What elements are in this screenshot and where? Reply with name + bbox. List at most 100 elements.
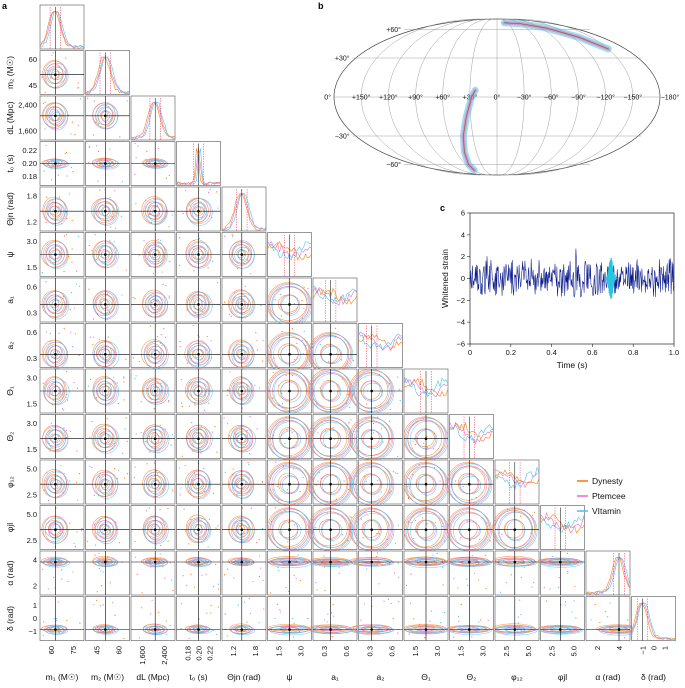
- contour: [191, 429, 208, 450]
- scatter-point: [426, 435, 428, 438]
- scatter-point: [97, 495, 100, 497]
- scatter-point: [153, 408, 155, 410]
- scatter-point: [327, 613, 329, 615]
- contour: [321, 560, 343, 565]
- scatter-point: [180, 628, 182, 630]
- scatter-point: [58, 631, 60, 634]
- truth-point: [153, 353, 157, 356]
- contour: [322, 474, 342, 496]
- scatter-point: [223, 235, 226, 237]
- scatter-point: [120, 215, 122, 217]
- truth-point: [240, 482, 244, 486]
- corner-cell: [130, 232, 176, 277]
- corner-cell: [130, 368, 176, 414]
- contour: [190, 520, 209, 541]
- y-axis-label: φ₁₂: [5, 476, 15, 488]
- scatter-point: [397, 455, 399, 458]
- scatter-point: [135, 375, 137, 377]
- scatter-point: [347, 540, 349, 542]
- scatter-point: [233, 577, 235, 579]
- scatter-point: [132, 296, 134, 298]
- scatter-point: [160, 544, 162, 547]
- scatter-point: [123, 637, 125, 640]
- corner-cell: [85, 50, 130, 95]
- contour: [42, 102, 67, 128]
- scatter-point: [324, 566, 326, 568]
- contour: [46, 344, 63, 363]
- scatter-point: [323, 555, 325, 557]
- y-tick-label: 1.5: [27, 263, 37, 272]
- scatter-point: [376, 552, 378, 554]
- contour: [269, 557, 313, 568]
- scatter-point: [292, 468, 295, 470]
- scatter-point: [373, 510, 375, 512]
- scatter-point: [258, 622, 260, 624]
- scatter-point: [160, 239, 162, 241]
- scatter-point: [108, 529, 110, 531]
- truth-point: [104, 209, 107, 213]
- scatter-point: [165, 633, 167, 635]
- legend-label: Ptemcee: [592, 491, 626, 501]
- scatter-point: [125, 417, 127, 419]
- scatter-point: [413, 538, 415, 540]
- contour: [190, 295, 210, 316]
- legend-label: Dynesty: [592, 476, 623, 486]
- contour: [235, 626, 251, 635]
- scatter-point: [341, 466, 344, 468]
- scatter-point: [153, 450, 155, 452]
- scatter-point: [71, 219, 73, 221]
- corner-cell: [403, 596, 449, 641]
- contour: [232, 520, 250, 538]
- scatter-point: [93, 523, 96, 525]
- scatter-point: [372, 419, 374, 421]
- scatter-point: [338, 572, 340, 574]
- contour: [47, 345, 66, 365]
- scatter-point: [206, 335, 208, 338]
- scatter-point: [122, 452, 124, 455]
- corner-cell: [85, 277, 130, 323]
- scatter-point: [78, 473, 81, 475]
- histogram-line: [85, 56, 130, 95]
- x-axis-label: ψ: [286, 672, 292, 682]
- scatter-point: [467, 584, 469, 586]
- truth-point: [153, 209, 157, 213]
- scatter-point: [200, 449, 202, 451]
- scatter-point: [102, 571, 104, 573]
- truth-point: [197, 253, 200, 256]
- contour: [45, 198, 68, 226]
- scatter-point: [293, 303, 296, 305]
- scatter-point: [520, 629, 522, 631]
- x-tick-label: 1.5: [457, 646, 466, 656]
- scatter-point: [261, 527, 264, 530]
- x-tick-label: 0.3: [366, 646, 375, 656]
- y-tick-label: 0.20: [22, 159, 37, 168]
- contour: [492, 623, 535, 634]
- contour: [458, 519, 478, 539]
- scatter-point: [364, 565, 367, 567]
- scatter-point: [109, 116, 111, 118]
- corner-cell: [492, 596, 540, 641]
- scatter-point: [186, 584, 188, 587]
- scatter-point: [352, 360, 354, 362]
- histogram-line: [449, 424, 494, 443]
- contour: [143, 378, 170, 405]
- contour: [151, 627, 162, 634]
- scatter-point: [247, 304, 249, 307]
- truth-point: [197, 560, 200, 564]
- x-axis-label: Θ₁: [421, 672, 431, 682]
- contour: [234, 475, 252, 495]
- scatter-point: [58, 332, 60, 334]
- contour: [228, 339, 253, 368]
- scatter-point: [126, 100, 128, 102]
- scatter-point: [326, 558, 328, 560]
- panel-label-c: c: [440, 203, 445, 213]
- scatter-point: [199, 237, 201, 240]
- contour: [320, 380, 339, 401]
- scatter-point: [317, 480, 319, 482]
- contour: [311, 372, 348, 408]
- x-tick-label: 0.6: [388, 646, 397, 656]
- scatter-point: [61, 223, 63, 225]
- scatter-point: [240, 490, 242, 492]
- scatter-point: [121, 294, 123, 296]
- scatter-point: [279, 293, 282, 295]
